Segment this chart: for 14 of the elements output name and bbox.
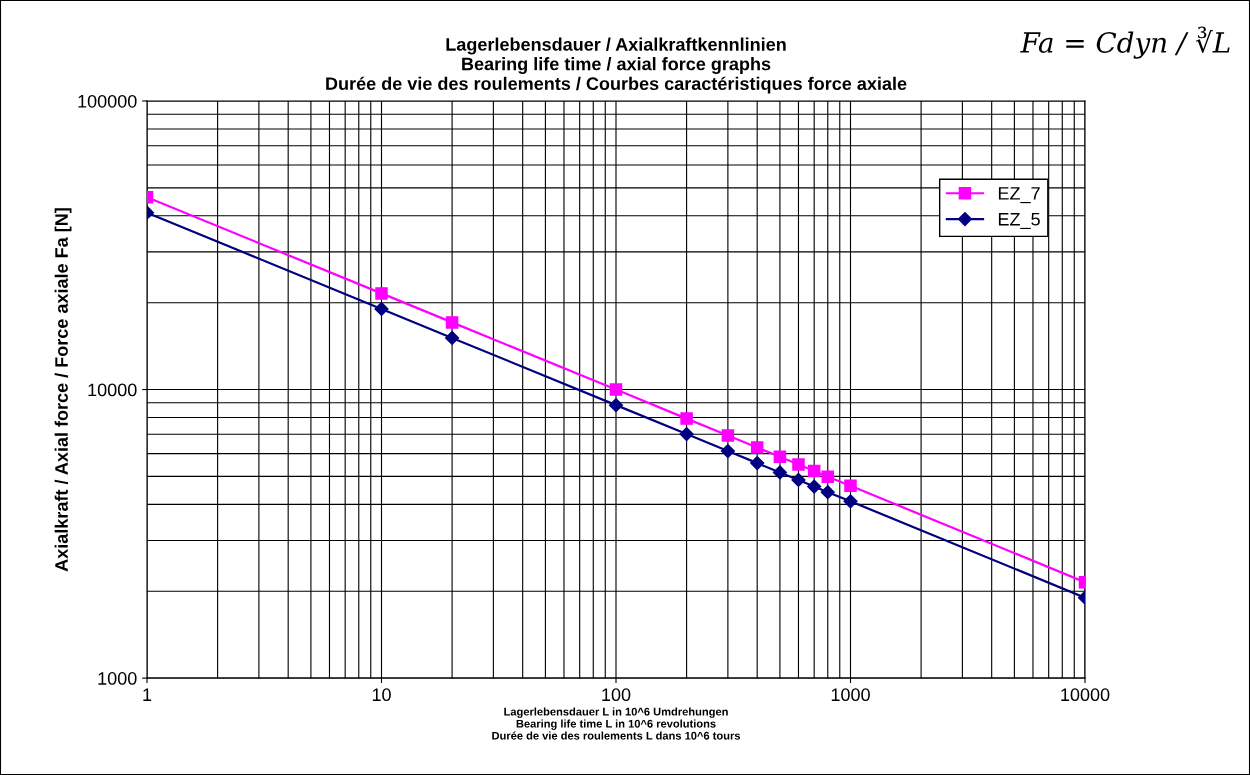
legend-label: EZ_5 bbox=[998, 213, 1040, 230]
x-tick-label: 10 bbox=[372, 688, 391, 702]
chart-title: Lagerlebensdauer / Axialkraftkennlinien Bearing life time / axial force graphs Durée de vie des roulements / Courbes caractéristiques force axiale bbox=[326, 37, 907, 94]
legend-label: EZ_7 bbox=[998, 187, 1040, 204]
y-axis-title: Axialkraft / Axial force / Force axiale Fa [N] bbox=[54, 208, 72, 572]
x-tick-label: 10000 bbox=[1061, 688, 1110, 702]
x-tick-label: 1 bbox=[143, 688, 152, 701]
y-tick-label: 10000 bbox=[88, 383, 137, 397]
text: Fa = Cdyn / ∛L bbox=[1020, 26, 1230, 59]
x-tick-label: 100 bbox=[602, 688, 631, 702]
y-tick-label: 100000 bbox=[78, 94, 137, 108]
x-axis-title: Lagerlebensdauer L in 10^6 Umdrehungen Bearing life time L in 10^6 revolutions Durée de vie des roulements L dans 10^6 tours bbox=[492, 707, 741, 740]
y-tick-label: 1000 bbox=[98, 672, 137, 685]
x-tick-label: 1000 bbox=[831, 688, 870, 702]
